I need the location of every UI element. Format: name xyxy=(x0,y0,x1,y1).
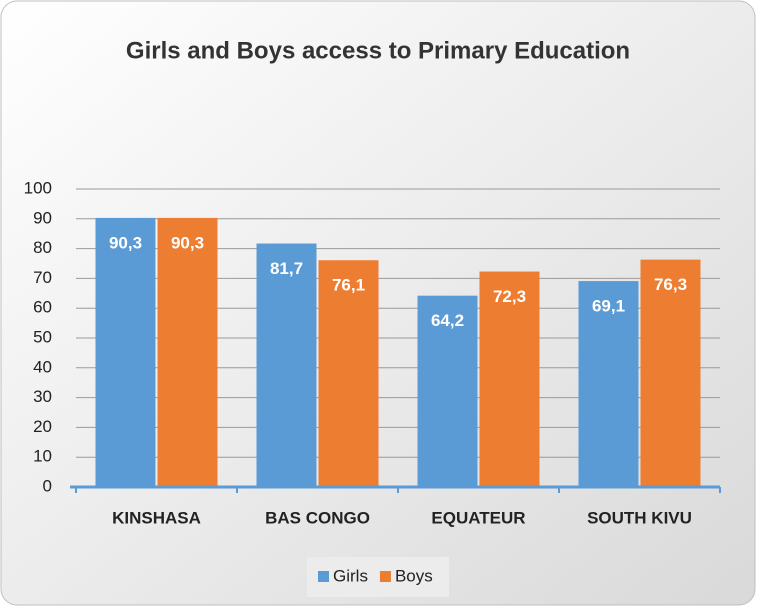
y-tick-label: 70 xyxy=(33,268,52,287)
y-tick-label: 40 xyxy=(33,357,52,376)
y-tick-label: 100 xyxy=(24,178,52,197)
data-label: 76,3 xyxy=(654,275,687,294)
data-label: 81,7 xyxy=(270,259,303,278)
y-tick-label: 80 xyxy=(33,238,52,257)
bar xyxy=(256,243,317,487)
x-tick-label: EQUATEUR xyxy=(431,508,525,527)
bar xyxy=(417,295,478,487)
y-tick-label: 60 xyxy=(33,298,52,317)
y-tick-label: 50 xyxy=(33,327,52,346)
data-label: 90,3 xyxy=(171,233,204,252)
y-tick-label: 90 xyxy=(33,208,52,227)
legend-label: Girls xyxy=(333,566,368,585)
data-label: 76,1 xyxy=(332,276,365,295)
y-tick-label: 30 xyxy=(33,387,52,406)
chart-title: Girls and Boys access to Primary Educati… xyxy=(126,37,630,64)
legend-box xyxy=(307,557,449,597)
x-tick-label: SOUTH KIVU xyxy=(587,508,692,527)
data-label: 72,3 xyxy=(493,287,526,306)
data-label: 90,3 xyxy=(109,233,142,252)
bar xyxy=(578,281,639,487)
x-tick-label: BAS CONGO xyxy=(265,508,370,527)
bar xyxy=(479,271,540,487)
y-tick-label: 0 xyxy=(43,476,52,495)
bar xyxy=(318,260,379,487)
y-tick-label: 10 xyxy=(33,447,52,466)
legend-swatch xyxy=(379,571,391,582)
data-label: 69,1 xyxy=(592,297,625,316)
bar xyxy=(640,259,701,487)
y-tick-label: 20 xyxy=(33,417,52,436)
bar xyxy=(157,217,218,487)
data-label: 64,2 xyxy=(431,311,464,330)
legend-swatch xyxy=(318,571,329,582)
bar xyxy=(95,217,156,487)
x-tick-label: KINSHASA xyxy=(112,508,201,527)
legend-label: Boys xyxy=(395,566,433,585)
